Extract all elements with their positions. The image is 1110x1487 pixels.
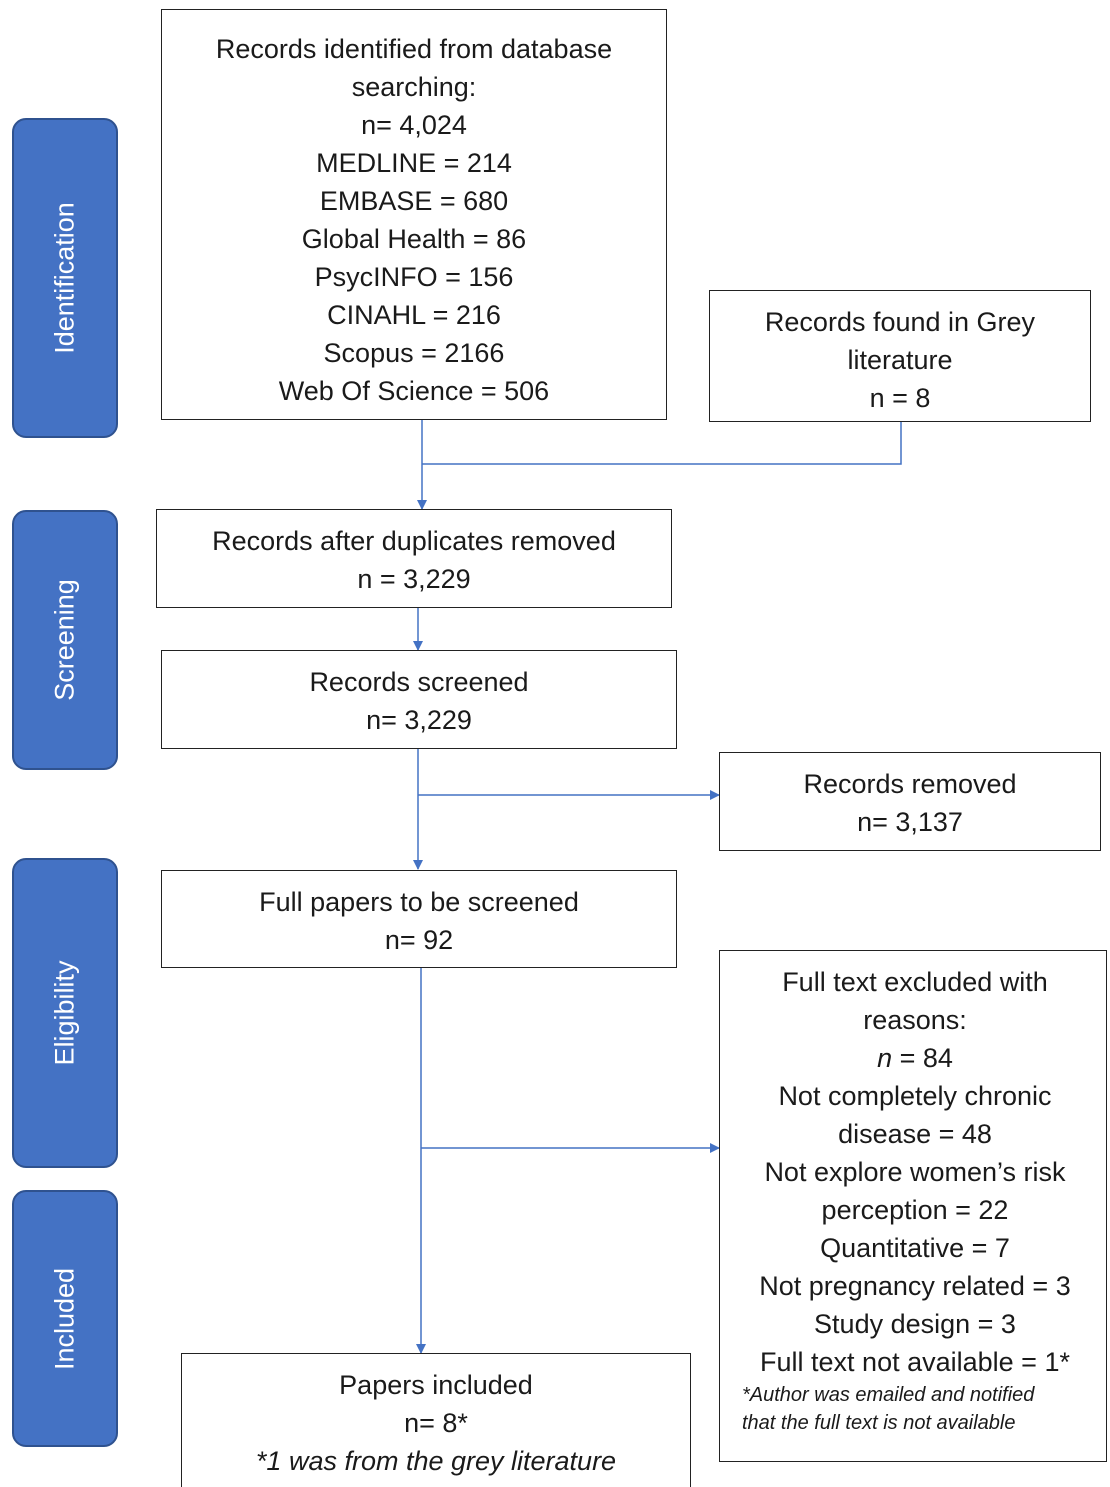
stage-eligibility: Eligibility bbox=[12, 858, 118, 1168]
excluded-footnote-line1: *Author was emailed and notified bbox=[742, 1384, 1035, 1406]
duplicates-title: Records after duplicates removed bbox=[212, 526, 616, 556]
connector-grey-to-main bbox=[422, 422, 902, 465]
reason-not-pregnancy-related: Not pregnancy related = 3 bbox=[759, 1271, 1071, 1301]
grey-title: Records found in Grey bbox=[764, 307, 1036, 337]
box-database-records: Records identified from database searchi… bbox=[161, 9, 667, 420]
full-papers-count: n= 92 bbox=[384, 925, 454, 955]
excluded-title: Full text excluded with bbox=[782, 967, 1048, 997]
database-title: Records identified from database bbox=[215, 34, 613, 64]
screened-count: n= 3,229 bbox=[366, 705, 472, 735]
reason-full-text-not-available: Full text not available = 1* bbox=[760, 1347, 1070, 1377]
box-full-papers: Full papers to be screened n= 92 bbox=[161, 870, 677, 968]
source-medline: MEDLINE = 214 bbox=[316, 148, 512, 178]
removed-title: Records removed bbox=[803, 769, 1017, 799]
excluded-total: n = 84 bbox=[877, 1039, 953, 1077]
box-records-removed: Records removed n= 3,137 bbox=[719, 752, 1101, 851]
reason-quantitative: Quantitative = 7 bbox=[820, 1233, 1010, 1263]
full-papers-title: Full papers to be screened bbox=[259, 887, 579, 917]
source-web-of-science: Web Of Science = 506 bbox=[278, 376, 550, 406]
removed-count: n= 3,137 bbox=[857, 807, 963, 837]
box-full-text-excluded: Full text excluded with reasons: n = 84 … bbox=[719, 950, 1107, 1462]
excluded-footnote-line2: that the full text is not available bbox=[742, 1412, 1016, 1434]
reason-risk-perception-line2: perception = 22 bbox=[821, 1195, 1009, 1225]
box-grey-literature: Records found in Grey literature n = 8 bbox=[709, 290, 1091, 422]
stage-identification: Identification bbox=[12, 118, 118, 438]
reason-risk-perception-line1: Not explore women’s risk bbox=[764, 1157, 1066, 1187]
box-duplicates-removed: Records after duplicates removed n = 3,2… bbox=[156, 509, 672, 608]
included-title: Papers included bbox=[339, 1370, 533, 1400]
included-count: n= 8* bbox=[404, 1408, 468, 1438]
reason-chronic-disease-line2: disease = 48 bbox=[838, 1119, 992, 1149]
database-title-cont: searching: bbox=[351, 72, 477, 102]
included-footnote: *1 was from the grey literature bbox=[255, 1446, 617, 1476]
box-records-screened: Records screened n= 3,229 bbox=[161, 650, 677, 749]
reason-chronic-disease-line1: Not completely chronic bbox=[778, 1081, 1052, 1111]
source-cinahl: CINAHL = 216 bbox=[327, 300, 501, 330]
excluded-n-symbol: n bbox=[877, 1043, 893, 1073]
stage-included: Included bbox=[12, 1190, 118, 1447]
screened-title: Records screened bbox=[309, 667, 529, 697]
source-global-health: Global Health = 86 bbox=[301, 224, 527, 254]
excluded-title-cont: reasons: bbox=[863, 1005, 967, 1035]
grey-count: n = 8 bbox=[869, 383, 931, 413]
source-scopus: Scopus = 2166 bbox=[323, 338, 505, 368]
excluded-n-value: = 84 bbox=[892, 1043, 953, 1073]
reason-study-design: Study design = 3 bbox=[814, 1309, 1016, 1339]
stage-screening: Screening bbox=[12, 510, 118, 770]
duplicates-count: n = 3,229 bbox=[357, 564, 471, 594]
grey-title-cont: literature bbox=[847, 345, 953, 375]
database-total: n= 4,024 bbox=[361, 110, 467, 140]
source-embase: EMBASE = 680 bbox=[319, 186, 509, 216]
box-papers-included: Papers included n= 8* *1 was from the gr… bbox=[181, 1353, 691, 1487]
source-psycinfo: PsycINFO = 156 bbox=[314, 262, 514, 292]
